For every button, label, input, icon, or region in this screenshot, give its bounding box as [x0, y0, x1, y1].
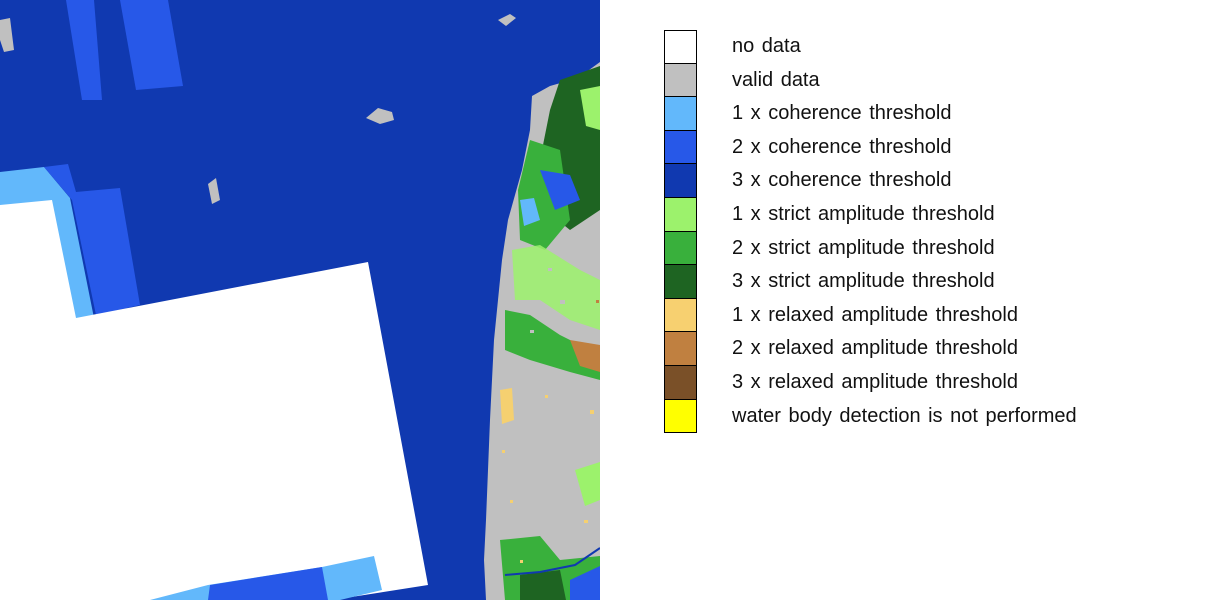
legend-swatch — [664, 365, 697, 400]
legend-swatch — [664, 164, 697, 198]
legend-label: 1 x strict amplitude threshold — [732, 202, 995, 225]
legend-label: 3 x strict amplitude threshold — [732, 270, 995, 293]
detection-speckle — [502, 268, 599, 563]
canal — [504, 547, 600, 576]
legend-swatch — [664, 63, 697, 98]
legend-label: 2 x strict amplitude threshold — [732, 236, 995, 259]
no-data-area — [0, 200, 428, 600]
legend-swatch — [664, 30, 697, 64]
legend-label: 2 x relaxed amplitude threshold — [732, 337, 1018, 360]
legend-label: 2 x coherence threshold — [732, 135, 952, 158]
legend-swatch — [664, 332, 697, 366]
legend-swatch — [664, 130, 697, 165]
legend-label: 3 x relaxed amplitude threshold — [732, 370, 1018, 393]
legend-label: 3 x coherence threshold — [732, 169, 952, 192]
legend-swatch — [664, 231, 697, 266]
map-raster — [0, 0, 600, 600]
legend-swatch — [664, 97, 697, 131]
coherence-2x-strip — [44, 164, 140, 315]
coherence-2x-strip — [120, 0, 183, 90]
legend-swatch — [664, 298, 697, 333]
legend-label: no data — [732, 35, 801, 57]
legend-swatch — [664, 265, 697, 299]
legend-label: 1 x coherence threshold — [732, 102, 952, 125]
legend-swatch — [664, 197, 697, 232]
legend-label: water body detection is not performed — [732, 404, 1077, 427]
legend-swatch — [664, 399, 697, 434]
coherence-1x-strip — [0, 172, 60, 208]
coherence-2x-strip — [66, 0, 102, 100]
coherence-2x-strip — [208, 567, 328, 600]
amplitude-detections — [500, 66, 600, 600]
legend-label: valid data — [732, 68, 820, 91]
island — [366, 108, 394, 124]
water-detection-map — [0, 0, 600, 600]
legend-label: 1 x relaxed amplitude threshold — [732, 303, 1018, 326]
island — [208, 178, 220, 204]
island — [0, 18, 14, 52]
island — [498, 14, 516, 26]
